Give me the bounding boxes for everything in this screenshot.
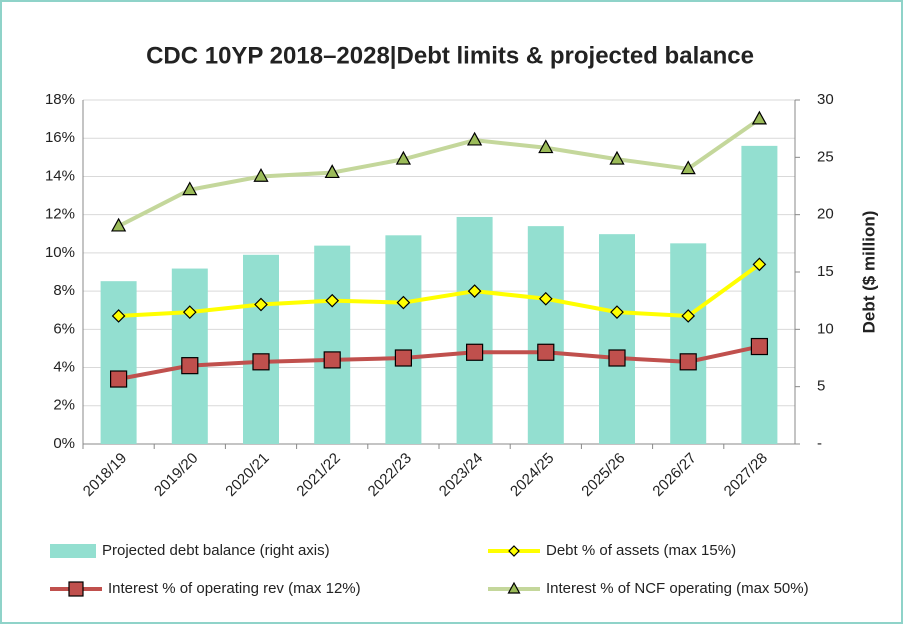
point: [182, 305, 197, 319]
point: [182, 181, 198, 196]
bar: [456, 216, 493, 444]
y-tick-label: 18%: [45, 91, 75, 108]
point: [610, 305, 624, 319]
bar: [100, 281, 137, 444]
point: [466, 343, 484, 361]
legend-label: Interest % of operating rev (max 12%): [108, 580, 361, 597]
y2-tick-label: -: [817, 435, 822, 452]
point: [750, 337, 769, 356]
point: [680, 160, 696, 175]
point: [537, 343, 555, 361]
y-tick-label: 14%: [45, 167, 75, 184]
y-tick-label: 12%: [45, 206, 75, 223]
legend-marker: [68, 581, 84, 597]
point: [681, 309, 696, 323]
bar: [171, 268, 208, 444]
y2-tick-label: 25: [817, 148, 834, 165]
point: [252, 353, 270, 371]
point: [679, 353, 697, 371]
point: [253, 167, 269, 182]
bar: [527, 226, 564, 444]
point: [609, 150, 625, 165]
y-tick-label: 10%: [45, 244, 75, 261]
y2-tick-label: 20: [817, 206, 834, 223]
point: [751, 110, 768, 125]
point: [396, 295, 411, 310]
y2-tick-label: 15: [817, 263, 834, 280]
y-tick-label: 6%: [53, 320, 75, 337]
point: [608, 349, 626, 367]
y2-tick-label: 10: [817, 320, 834, 337]
y2-tick-label: 5: [817, 378, 825, 395]
point: [111, 309, 126, 323]
legend-swatch: [50, 544, 96, 558]
legend-label: Interest % of NCF operating (max 50%): [546, 580, 809, 597]
y2-tick-label: 30: [817, 91, 834, 108]
point: [466, 131, 483, 146]
point: [324, 164, 340, 179]
bar: [385, 235, 422, 444]
line: [117, 117, 761, 228]
y-tick-label: 2%: [53, 397, 75, 414]
point: [395, 150, 412, 165]
legend-label: Projected debt balance (right axis): [102, 542, 330, 559]
y-tick-label: 16%: [45, 129, 75, 146]
bar: [741, 145, 778, 444]
line: [118, 344, 760, 381]
y-tick-label: 0%: [53, 435, 75, 452]
bar: [243, 254, 279, 444]
bar: [314, 245, 351, 444]
legend-marker: [507, 581, 521, 594]
bar: [670, 243, 707, 444]
point: [181, 357, 199, 375]
chart-title: CDC 10YP 2018–2028|Debt limits & project…: [146, 42, 754, 69]
point: [109, 370, 128, 388]
bar: [599, 234, 635, 444]
point: [467, 284, 482, 298]
point: [325, 293, 340, 308]
point: [254, 297, 268, 312]
y-tick-label: 8%: [53, 282, 75, 299]
legend-marker: [508, 545, 520, 557]
point: [323, 351, 341, 369]
legend-label: Debt % of assets (max 15%): [546, 542, 736, 559]
point: [538, 291, 553, 306]
y-tick-label: 4%: [53, 359, 75, 376]
y2-axis-title: Debt ($ million): [859, 211, 878, 334]
point: [394, 349, 412, 367]
point: [538, 139, 554, 154]
line: [118, 262, 761, 318]
point: [110, 217, 127, 232]
point: [752, 257, 767, 272]
